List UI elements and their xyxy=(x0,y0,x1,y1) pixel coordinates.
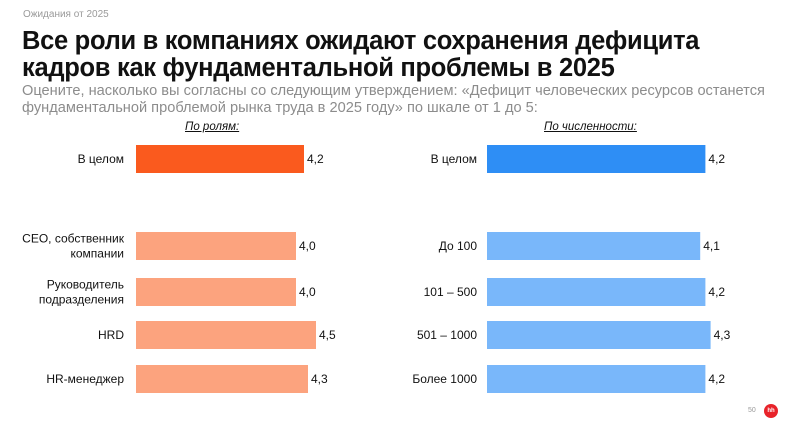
hh-logo: hh xyxy=(764,404,778,418)
right-category-label-3: 501 – 1000 xyxy=(417,328,477,342)
left-value-label-1: 4,0 xyxy=(299,239,316,253)
left-bar-0 xyxy=(136,145,304,173)
left-bar-3 xyxy=(136,321,316,349)
right-value-label-3: 4,3 xyxy=(714,328,731,342)
left-category-label-2: Руководитель подразделения xyxy=(39,278,124,307)
right-bar-1 xyxy=(487,232,701,260)
right-category-label-4: Более 1000 xyxy=(412,372,477,386)
left-value-label-3: 4,5 xyxy=(319,328,336,342)
page-subtitle: Оцените, насколько вы согласны со следую… xyxy=(22,83,765,116)
left-category-label-1: CEO, собственник компании xyxy=(22,232,125,261)
right-category-label-1: До 100 xyxy=(439,239,478,253)
right-category-label-0: В целом xyxy=(431,152,477,166)
left-category-label-3: HRD xyxy=(98,328,124,342)
page-title: Все роли в компаниях ожидают сохранения … xyxy=(22,27,700,82)
left-value-label-0: 4,2 xyxy=(307,152,324,166)
left-category-label-4: HR-менеджер xyxy=(46,372,124,386)
right-bar-2 xyxy=(487,278,706,306)
left-chart-title: По ролям: xyxy=(185,121,240,133)
right-bar-0 xyxy=(487,145,706,173)
left-value-label-2: 4,0 xyxy=(299,285,316,299)
right-value-label-4: 4,2 xyxy=(708,372,725,386)
left-bar-2 xyxy=(136,278,296,306)
left-bar-1 xyxy=(136,232,296,260)
right-value-label-2: 4,2 xyxy=(708,285,725,299)
right-bar-4 xyxy=(487,365,706,393)
right-value-label-0: 4,2 xyxy=(708,152,725,166)
right-chart-title: По численности: xyxy=(544,121,637,133)
left-category-label-0: В целом xyxy=(78,152,124,166)
left-value-label-4: 4,3 xyxy=(311,372,328,386)
left-bar-4 xyxy=(136,365,308,393)
right-value-label-1: 4,1 xyxy=(703,239,720,253)
page-number: 50 xyxy=(748,407,756,414)
right-category-label-2: 101 – 500 xyxy=(424,285,478,299)
right-bar-3 xyxy=(487,321,711,349)
header-tag: Ожидания от 2025 xyxy=(23,9,109,20)
